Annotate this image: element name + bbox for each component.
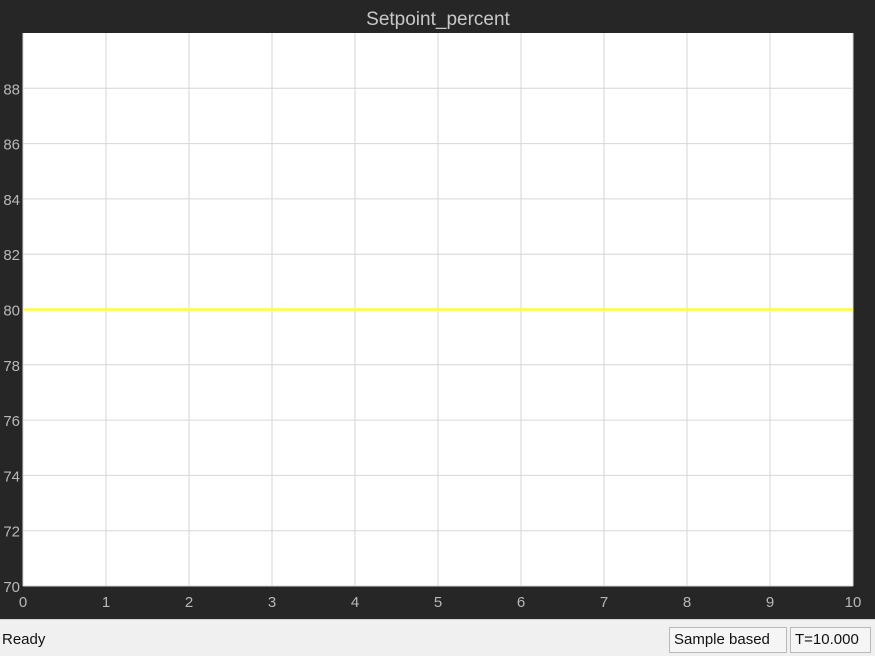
x-tick-label: 6: [517, 594, 525, 611]
x-tick-label: 4: [351, 594, 359, 611]
y-tick-label: 82: [3, 247, 20, 264]
x-tick-label: 0: [19, 594, 27, 611]
chart-title: Setpoint_percent: [366, 9, 510, 30]
x-tick-label: 3: [268, 594, 276, 611]
x-tick-label: 9: [766, 594, 774, 611]
x-tick-label: 7: [600, 594, 608, 611]
y-tick-label: 76: [3, 413, 20, 430]
x-tick-label: 1: [102, 594, 110, 611]
y-tick-label: 72: [3, 524, 20, 541]
x-tick-label: 8: [683, 594, 691, 611]
x-tick-label: 10: [845, 594, 862, 611]
y-tick-label: 80: [3, 303, 20, 320]
y-tick-label: 86: [3, 137, 20, 154]
scope-figure: 70 72 74 76 78 80 82 84 86 88 0 1 2 3 4 5 6 7 8 9 10 Setpoi…: [0, 0, 875, 619]
y-tick-label: 88: [3, 81, 20, 98]
y-tick-label: 78: [3, 358, 20, 375]
status-text: Ready: [2, 631, 46, 648]
status-bar: Ready Sample based T=10.000: [0, 619, 875, 656]
x-axis-ticks: 0 1 2 3 4 5 6 7 8 9 10: [19, 594, 862, 611]
simulation-time-indicator: T=10.000: [790, 627, 871, 653]
y-tick-label: 70: [3, 579, 20, 596]
sample-mode-indicator: Sample based: [669, 627, 787, 653]
y-axis-ticks: 70 72 74 76 78 80 82 84 86 88: [3, 81, 20, 596]
y-tick-label: 74: [3, 468, 20, 485]
x-tick-label: 5: [434, 594, 442, 611]
x-tick-label: 2: [185, 594, 193, 611]
y-tick-label: 84: [3, 192, 20, 209]
